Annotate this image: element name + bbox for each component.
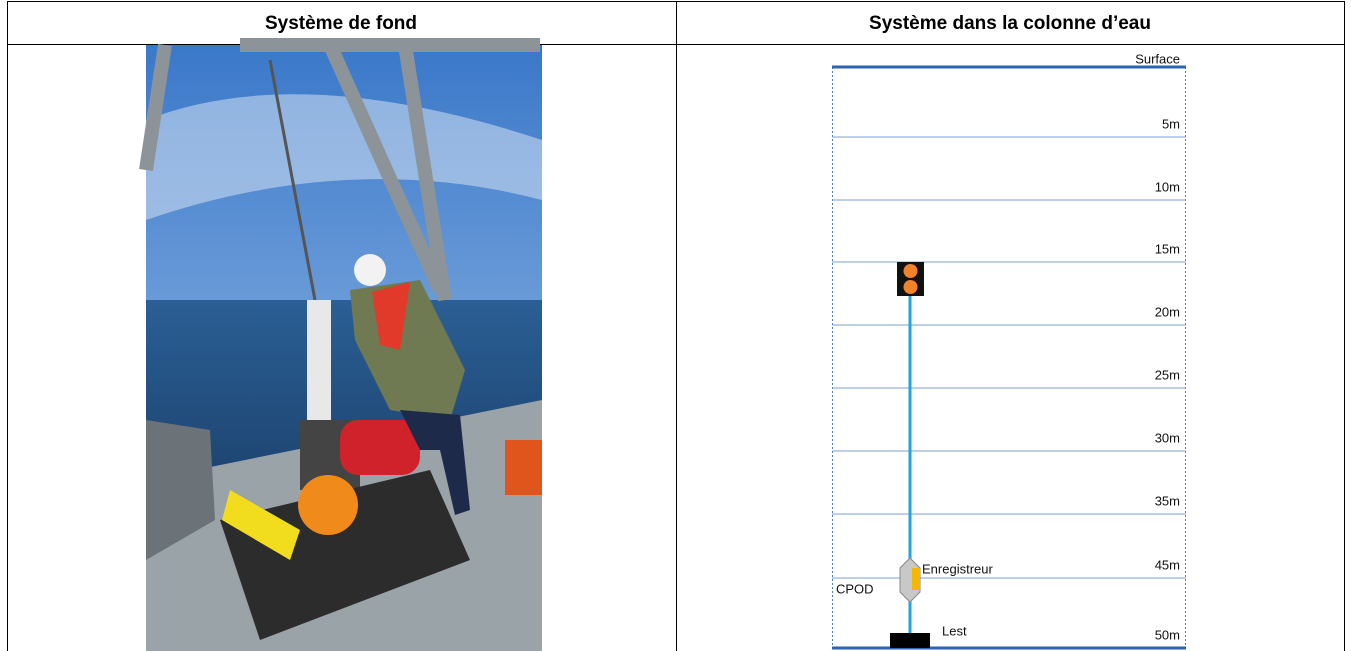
cpod (899, 557, 921, 603)
weight (890, 633, 930, 648)
depth-label: 45m (1155, 557, 1180, 572)
annotation: CPOD (836, 581, 874, 596)
depth-label: 25m (1155, 367, 1180, 382)
depth-label: Surface (1135, 51, 1180, 66)
depth-label: 15m (1155, 241, 1180, 256)
buoy (897, 262, 924, 296)
annotation: Lest (942, 623, 967, 638)
depth-label: 35m (1155, 493, 1180, 508)
depth-label: 50m (1155, 627, 1180, 642)
photo (139, 38, 542, 651)
column-header: Système dans la colonne d’eau (869, 13, 1151, 34)
depth-label: 20m (1155, 304, 1180, 319)
depth-label: 10m (1155, 179, 1180, 194)
column-header: Système de fond (265, 13, 417, 34)
annotation: Enregistreur (922, 561, 993, 576)
depth-label: 5m (1162, 116, 1180, 131)
depth-label: 30m (1155, 430, 1180, 445)
